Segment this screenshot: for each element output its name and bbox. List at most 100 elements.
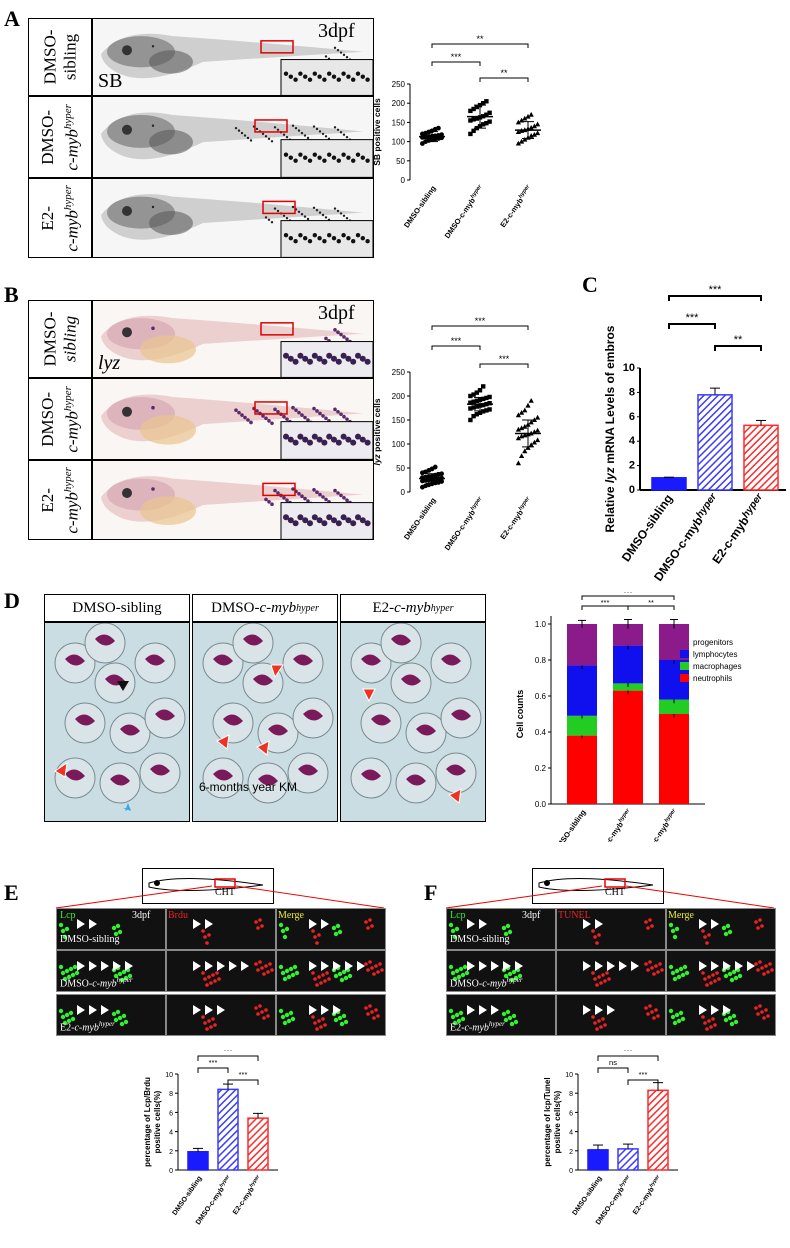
data-point — [471, 413, 476, 419]
significance-label: ** — [648, 598, 654, 607]
data-point — [525, 113, 531, 119]
bar-segment-progenitors — [567, 624, 597, 666]
panel-label-a: A — [4, 6, 20, 31]
y-tick-label: 0.2 — [535, 764, 547, 773]
data-point — [471, 399, 476, 404]
data-point — [531, 439, 537, 445]
cell-nucleus — [213, 654, 233, 666]
panel-label-e: E — [4, 880, 19, 905]
row-label-e-2: E2-c-mybhyper — [60, 1020, 115, 1034]
row-label-b-2: E2- c-mybhyper — [28, 460, 92, 540]
data-point — [487, 407, 492, 412]
bar-segment-neutrophils — [613, 690, 643, 804]
white-arrowhead — [619, 961, 627, 971]
fish-schematic-f — [532, 868, 664, 904]
data-point — [525, 445, 531, 450]
zoom-guide-line — [445, 885, 603, 909]
significance-label: *** — [239, 1070, 248, 1079]
data-point — [515, 460, 521, 466]
significance-bracket — [581, 595, 675, 600]
y-tick-label: 2 — [169, 1149, 173, 1156]
y-tick-label: 250 — [392, 80, 406, 89]
cell-nucleus — [406, 774, 426, 786]
y-axis-label-line2: positive cells(%) — [553, 1090, 562, 1153]
fish-image-b-0 — [92, 300, 374, 378]
white-arrowhead — [193, 961, 201, 971]
data-point — [487, 110, 492, 115]
significance-label: ns — [609, 1058, 617, 1067]
y-tick-label: 0.4 — [535, 728, 547, 737]
cytology-image-2 — [340, 622, 486, 822]
data-point — [468, 400, 473, 405]
significance-bracket — [431, 345, 481, 350]
roi-box — [262, 482, 296, 497]
y-tick-label: 200 — [392, 392, 406, 401]
significance-label: *** — [639, 1070, 648, 1079]
schematic-eye — [154, 880, 160, 886]
panel-d-stacked-bar-chart: 0.0 0.2 0.4 0.6 0.8 1.0 Cell counts DMSO-siblin… — [515, 592, 741, 842]
x-category-label: DMSO-c-mybhyper — [443, 183, 486, 240]
y-tick-label: 4 — [569, 1130, 573, 1137]
stage-label-b: 3dpf — [318, 302, 355, 324]
channel-label-e-1: 3dpf — [132, 910, 151, 921]
cell-nucleus — [65, 769, 85, 781]
x-category-label: DMSO-sibling — [402, 184, 438, 230]
data-point — [535, 437, 541, 443]
data-point — [439, 471, 444, 477]
significance-label: *** — [451, 336, 462, 346]
cell-nucleus — [371, 714, 391, 726]
cell-nucleus — [145, 654, 165, 666]
x-category-label: DMSO-sibling — [552, 808, 588, 842]
white-arrowhead — [735, 961, 743, 971]
fluorescence-image-e-0-1 — [166, 908, 276, 950]
fluorescence-image-f-1-1 — [556, 950, 666, 992]
data-point — [481, 396, 486, 402]
zoom-guide-line — [55, 885, 213, 909]
data-point — [522, 423, 528, 429]
x-category-label: E2-c-mybhyper — [498, 495, 534, 541]
data-point — [477, 410, 483, 415]
row-label-a-2: E2- c-mybhyper — [28, 178, 92, 258]
data-point — [484, 408, 489, 413]
data-point — [522, 136, 528, 142]
y-tick-label: 0 — [629, 484, 635, 496]
data-point — [481, 402, 486, 408]
white-arrowhead — [467, 1005, 475, 1015]
channel-label-f-2: TUNEL — [558, 910, 591, 921]
fish-image-b-2 — [92, 460, 374, 540]
white-arrowhead — [595, 961, 603, 971]
y-tick-label: 100 — [392, 138, 406, 147]
fish-yolk — [140, 496, 196, 525]
white-arrowhead — [479, 919, 487, 929]
white-arrowhead — [89, 1005, 97, 1015]
schematic-outline — [148, 877, 264, 892]
white-arrowhead — [503, 961, 511, 971]
fluorescence-image-e-0-0 — [56, 908, 166, 950]
y-tick-label: 10 — [165, 1072, 173, 1079]
cell-nucleus — [416, 724, 436, 736]
data-point — [468, 131, 473, 137]
data-point — [471, 117, 476, 122]
white-arrowhead — [217, 961, 225, 971]
row-label-e-0: DMSO-sibling — [60, 934, 120, 945]
x-category-label: E2-c-mybhyper — [230, 1173, 264, 1216]
data-point — [487, 401, 492, 406]
fluorescence-image-e-2-0 — [56, 994, 166, 1036]
cell-nucleus — [361, 769, 381, 781]
white-arrowhead — [631, 961, 639, 971]
x-category-label: E2-c-mybhyper — [709, 491, 768, 567]
significance-label: *** — [209, 1058, 218, 1067]
cell-nucleus — [75, 714, 95, 726]
significance-bracket — [479, 363, 529, 368]
white-arrowhead — [205, 1005, 213, 1015]
data-point — [484, 112, 489, 117]
y-axis-label-line2: positive cells(%) — [153, 1090, 162, 1153]
fluorescence-image-e-1-2 — [276, 950, 386, 992]
white-arrowhead — [345, 961, 353, 971]
significance-label: ** — [476, 34, 484, 44]
fluorescence-image-e-2-1 — [166, 994, 276, 1036]
panel-e-bar-chart: 0246810DMSO-siblingDMSO-c-mybhyperE2-c-m… — [143, 1050, 278, 1226]
white-arrowhead — [491, 1005, 499, 1015]
cytology-image-1: 6-months year KM — [192, 622, 338, 822]
cell-nucleus — [446, 764, 466, 776]
